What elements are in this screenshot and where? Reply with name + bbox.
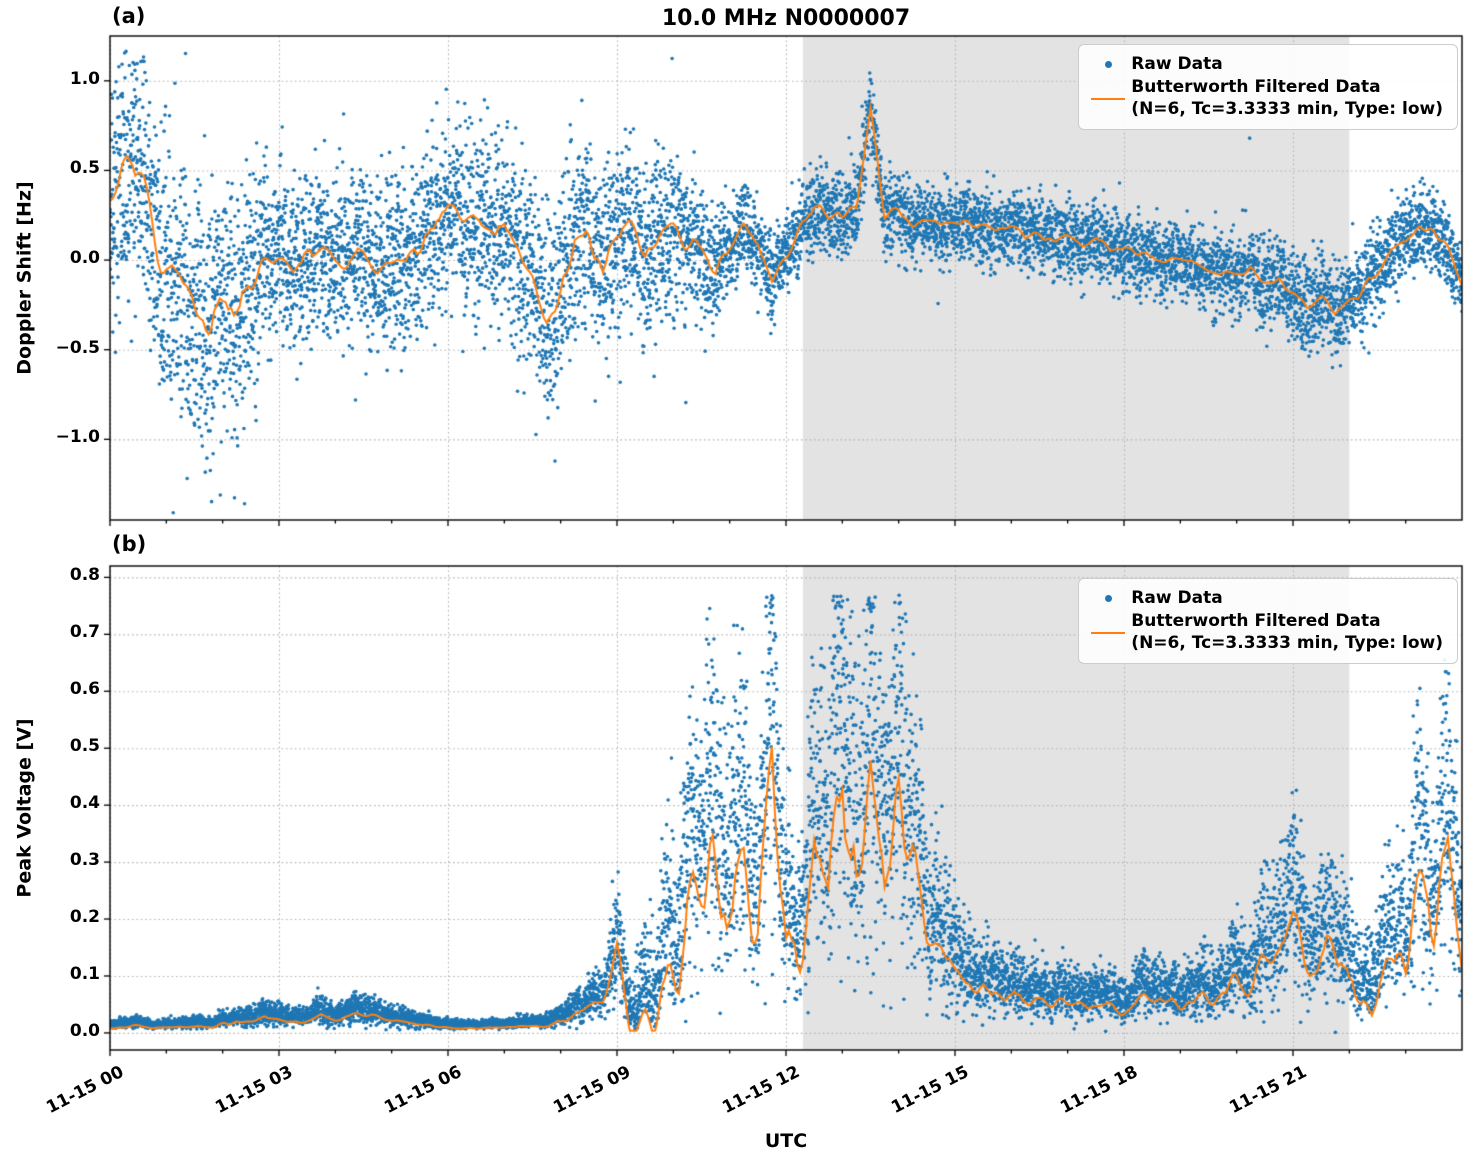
legend-label-raw: Raw Data: [1131, 54, 1223, 74]
legend-marker-cell: [1085, 97, 1131, 100]
legend-entry-raw: Raw Data: [1085, 588, 1443, 609]
legend-panel-a: Raw Data Butterworth Filtered Data (N=6,…: [1078, 44, 1458, 130]
y-axis-label-b-wrap: Peak Voltage [V]: [2, 566, 48, 1050]
legend-entry-filtered: Butterworth Filtered Data (N=6, Tc=3.333…: [1085, 77, 1443, 120]
filtered-line-marker: [1091, 631, 1126, 634]
legend-marker-cell: [1085, 61, 1131, 69]
legend-label-filtered: Butterworth Filtered Data (N=6, Tc=3.333…: [1131, 611, 1443, 654]
y-axis-label-b: Peak Voltage [V]: [14, 718, 37, 898]
legend-label-filtered-line1: Butterworth Filtered Data: [1131, 611, 1381, 632]
legend-label-filtered-line2: (N=6, Tc=3.3333 min, Type: low): [1131, 98, 1443, 119]
legend-entry-filtered: Butterworth Filtered Data (N=6, Tc=3.333…: [1085, 611, 1443, 654]
figure-title: 10.0 MHz N0000007: [661, 6, 911, 31]
legend-label-filtered: Butterworth Filtered Data (N=6, Tc=3.333…: [1131, 77, 1443, 120]
x-axis-label: UTC: [764, 1130, 808, 1152]
y-axis-label-a-wrap: Doppler Shift [Hz]: [2, 36, 48, 520]
panel-a-label: (a): [112, 4, 146, 28]
legend-label-raw: Raw Data: [1131, 588, 1223, 608]
raw-dot-marker: [1104, 61, 1112, 69]
y-axis-label-a: Doppler Shift [Hz]: [14, 181, 36, 375]
raw-dot-marker: [1104, 595, 1112, 603]
legend-panel-b: Raw Data Butterworth Filtered Data (N=6,…: [1078, 578, 1458, 664]
legend-entry-raw: Raw Data: [1085, 54, 1443, 75]
legend-marker-cell: [1085, 595, 1131, 603]
legend-marker-cell: [1085, 631, 1131, 634]
panel-b-label: (b): [112, 532, 147, 556]
legend-label-filtered-line2: (N=6, Tc=3.3333 min, Type: low): [1131, 632, 1443, 653]
filtered-line-marker: [1091, 97, 1126, 100]
legend-label-filtered-line1: Butterworth Filtered Data: [1131, 77, 1381, 98]
